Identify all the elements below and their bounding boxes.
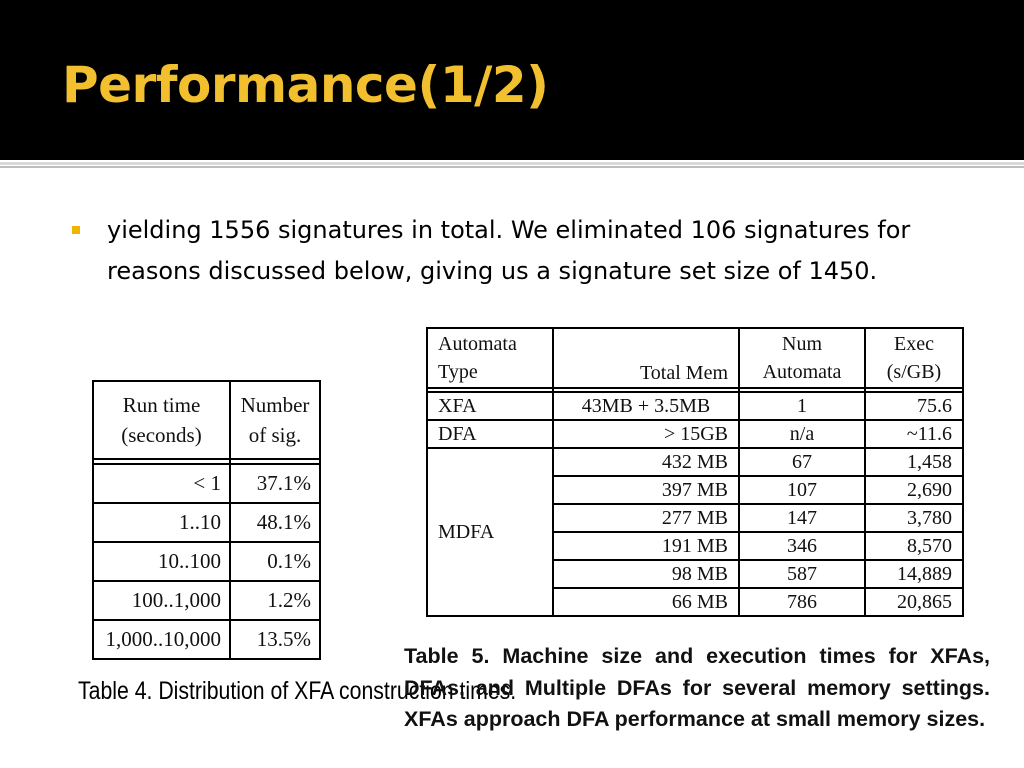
table-row: 277 MB 147 3,780: [427, 503, 964, 533]
table-cell: 1.2%: [229, 580, 321, 621]
table-cell: 1,458: [864, 447, 964, 477]
table-cell: 37.1%: [229, 463, 321, 504]
slide-title: Performance(1/2): [62, 56, 549, 114]
table-header-row: Run time (seconds) Number of sig.: [92, 380, 321, 460]
table-cell: XFA: [426, 391, 554, 421]
table-cell: 397 MB: [552, 475, 740, 505]
table-row: 66 MB 786 20,865: [427, 587, 964, 617]
table-5: Automata Type Total Mem Num Automata Exe…: [426, 327, 964, 617]
table-cell: 147: [738, 503, 866, 533]
table-row: MDFA 432 MB 67 1,458: [426, 447, 964, 617]
bullet-marker: [72, 226, 80, 234]
table-row: 191 MB 346 8,570: [427, 531, 964, 561]
table-row: XFA 43MB + 3.5MB 1 75.6: [426, 391, 964, 421]
table-cell: 786: [738, 587, 866, 617]
table-header-cell: Total Mem: [552, 327, 740, 389]
table-cell: 1: [738, 391, 866, 421]
table-cell: 48.1%: [229, 502, 321, 543]
header-divider: [0, 162, 1024, 165]
table-cell: 13.5%: [229, 619, 321, 660]
table-header-cell: Run time (seconds): [92, 380, 231, 460]
table-cell: 587: [738, 559, 866, 589]
table-5-caption: Table 5. Machine size and execution time…: [404, 644, 990, 731]
table-cell: < 1: [92, 463, 231, 504]
table-row: < 1 37.1%: [92, 463, 321, 504]
table-cell: 1..10: [92, 502, 231, 543]
table-cell: 277 MB: [552, 503, 740, 533]
table-row: 100..1,000 1.2%: [92, 580, 321, 621]
table-cell: 10..100: [92, 541, 231, 582]
table-cell: 432 MB: [552, 447, 740, 477]
table-4-caption: Table 4. Distribution of XFA constructio…: [78, 677, 517, 705]
table-cell: DFA: [426, 419, 554, 449]
table-cell: 8,570: [864, 531, 964, 561]
table-cell: MDFA: [426, 447, 554, 617]
table-row: 1..10 48.1%: [92, 502, 321, 543]
table-header-cell: Number of sig.: [229, 380, 321, 460]
table-cell: n/a: [738, 419, 866, 449]
table-row: 397 MB 107 2,690: [427, 475, 964, 505]
slide-header: Performance(1/2): [0, 0, 1024, 160]
table-cell: 75.6: [864, 391, 964, 421]
table-cell: 67: [738, 447, 866, 477]
header-separator: [92, 458, 321, 465]
table-cell: 20,865: [864, 587, 964, 617]
table-cell: 66 MB: [552, 587, 740, 617]
table-header-cell: Exec (s/GB): [864, 327, 964, 389]
table-row: 1,000..10,000 13.5%: [92, 619, 321, 660]
table-cell: 3,780: [864, 503, 964, 533]
table-header-cell: Num Automata: [738, 327, 866, 389]
table-cell: 191 MB: [552, 531, 740, 561]
table-cell: 107: [738, 475, 866, 505]
table-cell: > 15GB: [552, 419, 740, 449]
table-row: 98 MB 587 14,889: [427, 559, 964, 589]
table-cell: 100..1,000: [92, 580, 231, 621]
bullet-text: yielding 1556 signatures in total. We el…: [107, 216, 911, 285]
table-cell: 346: [738, 531, 866, 561]
header-separator: [426, 387, 964, 393]
table-header-cell: Automata Type: [426, 327, 554, 389]
table-cell: 14,889: [864, 559, 964, 589]
table-row: 10..100 0.1%: [92, 541, 321, 582]
table-row: DFA > 15GB n/a ~11.6: [426, 419, 964, 449]
table-4: Run time (seconds) Number of sig. < 1 37…: [92, 380, 321, 660]
header-divider-shadow: [0, 166, 1024, 168]
table-cell: 2,690: [864, 475, 964, 505]
table-header-row: Automata Type Total Mem Num Automata Exe…: [426, 327, 964, 389]
table-cell: 1,000..10,000: [92, 619, 231, 660]
table-cell: 0.1%: [229, 541, 321, 582]
table-cell: 43MB + 3.5MB: [552, 391, 740, 421]
table-cell: 98 MB: [552, 559, 740, 589]
table-cell: ~11.6: [864, 419, 964, 449]
